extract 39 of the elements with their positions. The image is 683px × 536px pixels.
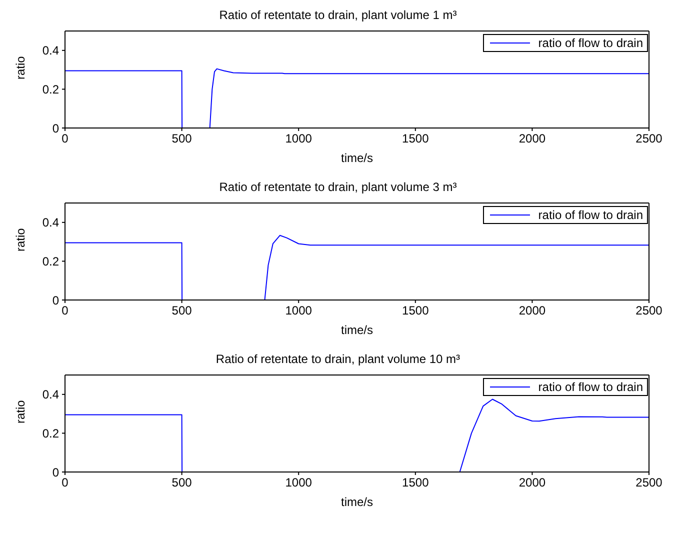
chart-title: Ratio of retentate to drain, plant volume 3 m³: [218, 180, 458, 196]
chart-title: Ratio of retentate to drain, plant volume 10 m³: [214, 352, 462, 368]
y-tick-label: 0.2: [42, 426, 60, 440]
x-axis-title: time/s: [340, 151, 374, 165]
x-tick-label: 2500: [636, 132, 663, 146]
x-tick-label: 0: [62, 132, 69, 146]
x-tick-label: 500: [172, 476, 192, 490]
x-tick-label: 1500: [402, 132, 430, 146]
y-tick-label: 0: [52, 121, 60, 136]
x-tick-label: 0: [62, 476, 69, 490]
y-tick-label: 0: [52, 293, 60, 308]
x-tick-label: 2000: [518, 132, 546, 146]
y-axis-title: ratio: [13, 228, 28, 252]
x-tick-label: 500: [172, 304, 192, 318]
y-axis-title: ratio: [13, 56, 28, 80]
x-tick-label: 1000: [285, 476, 312, 490]
y-tick-label: 0.4: [42, 388, 60, 402]
x-tick-label: 2000: [518, 304, 546, 318]
y-tick-label: 0.4: [42, 216, 60, 230]
legend-label: ratio of flow to drain: [538, 36, 643, 50]
x-tick-label: 500: [172, 132, 192, 146]
y-tick-label: 0: [52, 465, 60, 480]
x-tick-label: 2500: [636, 476, 663, 490]
x-tick-label: 1000: [285, 132, 312, 146]
y-tick-label: 0.4: [42, 44, 60, 58]
x-axis-title: time/s: [340, 495, 374, 509]
x-tick-label: 1000: [285, 304, 312, 318]
x-tick-label: 1500: [402, 304, 430, 318]
chart-title: Ratio of retentate to drain, plant volume 1 m³: [218, 8, 458, 24]
y-tick-label: 0.2: [42, 254, 60, 268]
x-axis-title: time/s: [340, 323, 374, 337]
y-axis-title: ratio: [13, 400, 28, 424]
x-tick-label: 2500: [636, 304, 663, 318]
x-tick-label: 2000: [518, 476, 546, 490]
x-tick-label: 0: [62, 304, 69, 318]
y-tick-label: 0.2: [42, 82, 60, 96]
legend-label: ratio of flow to drain: [538, 208, 643, 222]
legend-label: ratio of flow to drain: [538, 380, 643, 394]
x-tick-label: 1500: [402, 476, 430, 490]
